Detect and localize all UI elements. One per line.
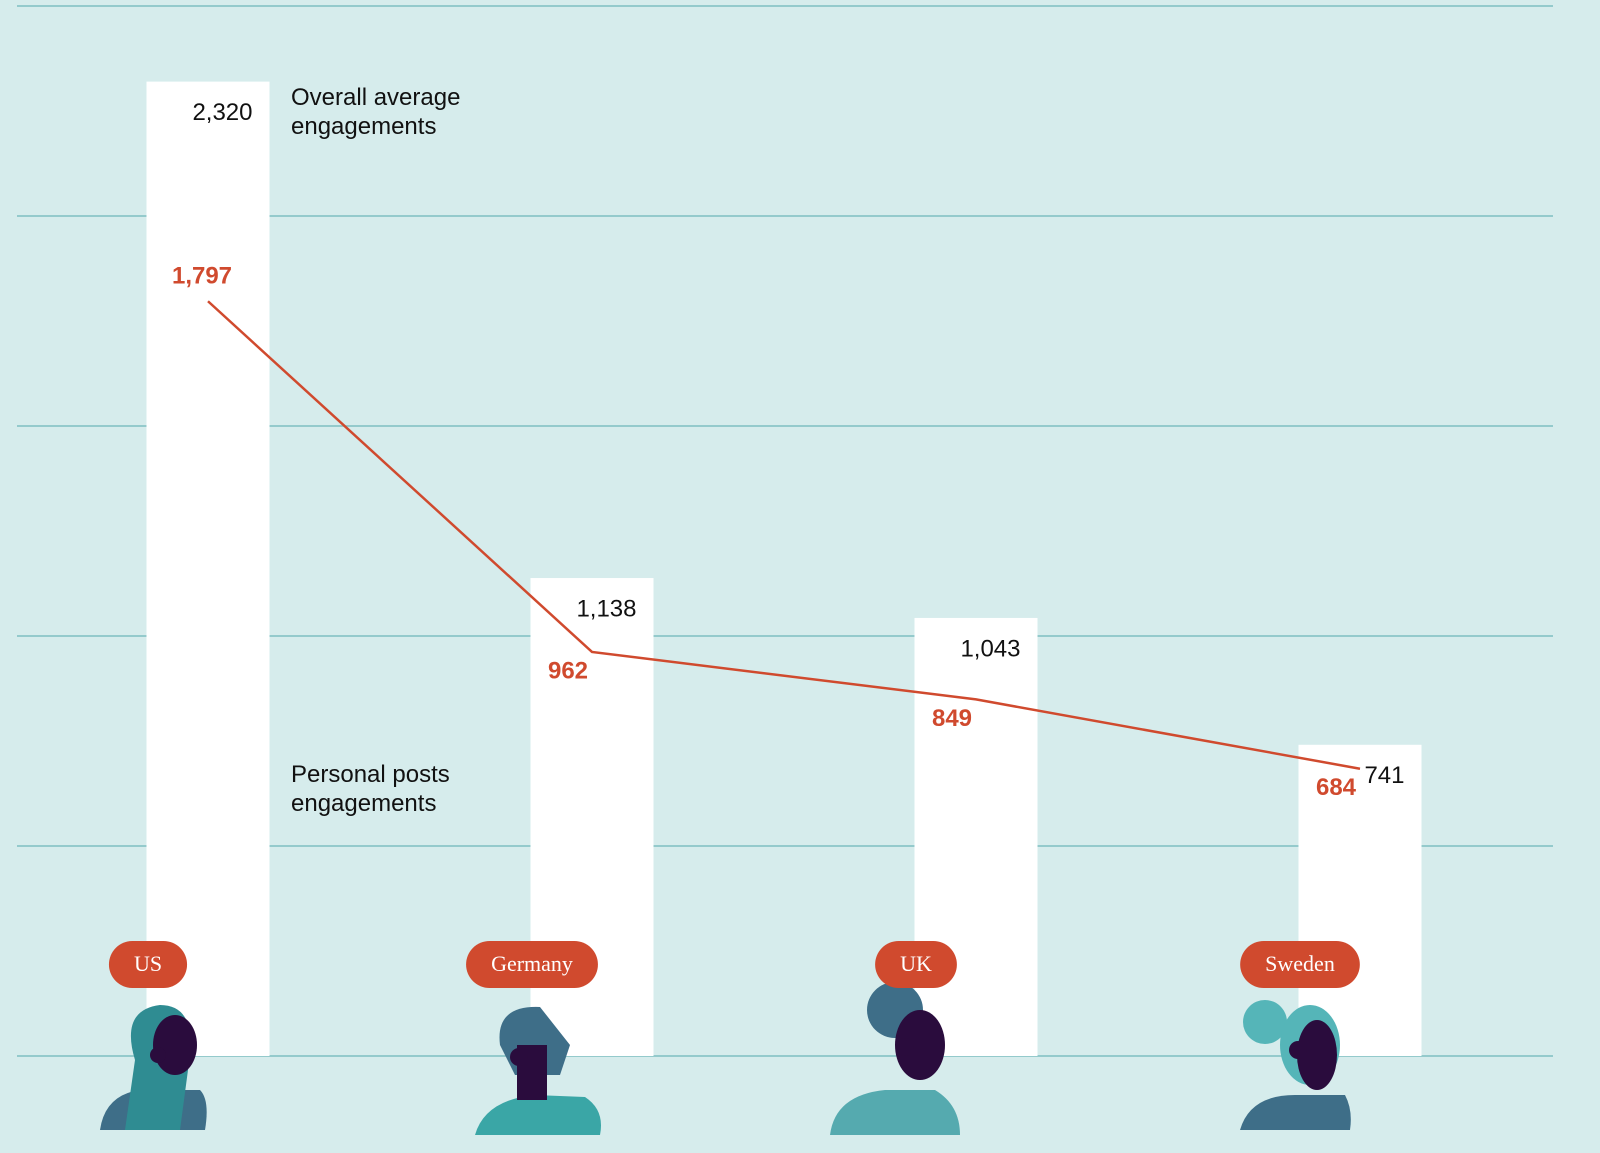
legend-label: Personal posts engagements <box>291 761 450 817</box>
x-tick-label: UK <box>900 951 932 976</box>
line-value-label: 849 <box>932 705 972 732</box>
bar <box>146 81 270 1057</box>
person-figure <box>1240 1000 1351 1130</box>
category-pill <box>1240 941 1360 988</box>
x-tick-label: Sweden <box>1265 951 1335 976</box>
category-pill <box>466 941 598 988</box>
x-tick-label: US <box>134 951 162 976</box>
bar <box>1298 744 1422 1056</box>
category-pill <box>875 941 957 988</box>
bar-value-label: 741 <box>1364 762 1404 789</box>
bar-value-label: 1,043 <box>960 635 1020 662</box>
line-value-label: 962 <box>548 657 588 684</box>
bar-value-label: 2,320 <box>192 99 252 126</box>
line-value-label: 1,797 <box>172 263 232 290</box>
overlay: 2,320 1,138 1,043 741 1,797 962 849 684 US German… <box>108 99 1405 988</box>
bars <box>146 81 1422 1057</box>
person-figure <box>475 1006 601 1135</box>
line <box>207 300 1361 770</box>
x-tick-label: Germany <box>491 951 573 976</box>
illustrations <box>100 982 1351 1135</box>
person-figure <box>100 1005 207 1130</box>
bar-value-label: 1,138 <box>576 595 636 622</box>
bar <box>914 617 1038 1056</box>
legend-label: Overall average engagements <box>291 84 461 140</box>
person-figure <box>830 982 960 1135</box>
category-pill <box>108 941 188 988</box>
line-value-label: 684 <box>1316 774 1357 801</box>
